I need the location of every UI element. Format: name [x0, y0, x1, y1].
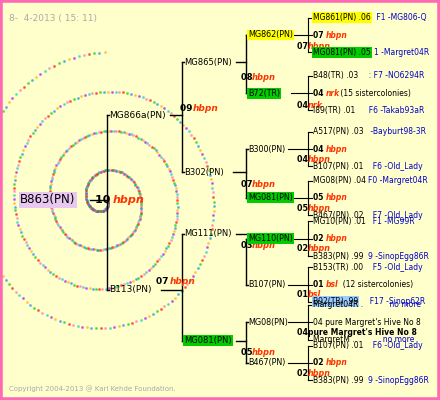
- Text: 02: 02: [297, 369, 311, 378]
- Text: pure Margret's Hive No 8: pure Margret's Hive No 8: [308, 328, 416, 337]
- Text: 05: 05: [297, 204, 311, 213]
- Text: 09: 09: [180, 104, 195, 113]
- Text: B113(PN): B113(PN): [110, 285, 152, 294]
- Text: Copyright 2004-2013 @ Karl Kehde Foundation.: Copyright 2004-2013 @ Karl Kehde Foundat…: [9, 386, 176, 392]
- Text: 07: 07: [241, 180, 255, 189]
- Text: hbpn: hbpn: [326, 358, 348, 368]
- Text: 01: 01: [297, 290, 311, 299]
- Text: MG865(PN): MG865(PN): [184, 58, 232, 67]
- Text: 05: 05: [313, 194, 326, 202]
- Text: 04: 04: [297, 155, 311, 164]
- Text: : F7 -NO6294R: : F7 -NO6294R: [364, 71, 424, 80]
- Text: B383(PN) .99: B383(PN) .99: [313, 376, 363, 385]
- Text: -Bayburt98-3R: -Bayburt98-3R: [368, 127, 426, 136]
- Text: 03: 03: [241, 241, 255, 250]
- Text: bsl: bsl: [308, 290, 321, 299]
- Text: hbpn: hbpn: [112, 195, 144, 205]
- Text: hbpn: hbpn: [169, 277, 195, 286]
- Text: 04: 04: [297, 328, 311, 337]
- Text: hbpn: hbpn: [326, 30, 348, 40]
- Text: (12 sistercolonies): (12 sistercolonies): [337, 280, 413, 289]
- Text: hbpn: hbpn: [193, 104, 219, 113]
- Text: hbpn: hbpn: [252, 73, 276, 82]
- Text: B153(TR) .00: B153(TR) .00: [313, 263, 363, 272]
- Text: F6 -Old_Lady: F6 -Old_Lady: [368, 162, 423, 171]
- Text: Margret04R .: Margret04R .: [313, 300, 363, 310]
- Text: 04 pure Margret's Hive No 8: 04 pure Margret's Hive No 8: [313, 318, 421, 327]
- Text: hbpn: hbpn: [308, 244, 330, 253]
- Text: MG862(PN): MG862(PN): [248, 30, 293, 40]
- Text: MG110(PN): MG110(PN): [248, 234, 293, 243]
- Text: 9 -SinopEgg86R: 9 -SinopEgg86R: [368, 252, 429, 260]
- Text: 02: 02: [313, 234, 326, 243]
- Text: MG081(PN): MG081(PN): [248, 194, 293, 202]
- Text: 08: 08: [241, 73, 255, 82]
- Text: B467(PN): B467(PN): [248, 358, 286, 368]
- Text: F1 -MG806-Q: F1 -MG806-Q: [374, 13, 426, 22]
- Text: hbpn: hbpn: [252, 241, 276, 250]
- Text: B300(PN): B300(PN): [248, 144, 286, 154]
- Text: 07: 07: [313, 30, 326, 40]
- Text: B302(PN): B302(PN): [184, 168, 224, 177]
- Text: A517(PN) .03: A517(PN) .03: [313, 127, 364, 136]
- Text: hbpn: hbpn: [326, 194, 348, 202]
- Text: hbpn: hbpn: [308, 369, 330, 378]
- Text: F6 -Old_Lady: F6 -Old_Lady: [368, 341, 423, 350]
- Text: 9 -SinopEgg86R: 9 -SinopEgg86R: [368, 376, 429, 385]
- Text: MG111(PN): MG111(PN): [184, 229, 232, 238]
- Text: 02: 02: [297, 244, 311, 253]
- Text: hbpn: hbpn: [326, 234, 348, 243]
- Text: MG866a(PN): MG866a(PN): [110, 111, 166, 120]
- Text: 8-  4-2013 ( 15: 11): 8- 4-2013 ( 15: 11): [9, 14, 97, 23]
- Text: MG08(PN) .04: MG08(PN) .04: [313, 176, 366, 185]
- Text: MargretM .: MargretM .: [313, 335, 355, 344]
- Text: B107(PN) .01: B107(PN) .01: [313, 341, 363, 350]
- Text: MG081(PN) .05: MG081(PN) .05: [313, 48, 371, 57]
- Text: B107(PN) .01: B107(PN) .01: [313, 162, 363, 171]
- Text: no more: no more: [359, 335, 414, 344]
- Text: F1 -MG99R: F1 -MG99R: [368, 217, 415, 226]
- Text: 01: 01: [313, 280, 326, 289]
- Text: 02: 02: [313, 358, 326, 368]
- Text: MG10(PN) .01: MG10(PN) .01: [313, 217, 366, 226]
- Text: 07: 07: [297, 42, 311, 51]
- Text: B72(TR): B72(TR): [248, 88, 280, 98]
- Text: B92(TR) .99: B92(TR) .99: [313, 297, 359, 306]
- Text: 05: 05: [241, 348, 255, 357]
- Text: MG861(PN) .06: MG861(PN) .06: [313, 13, 371, 22]
- Text: hbpn: hbpn: [308, 42, 330, 51]
- Text: F7 -Old_Lady: F7 -Old_Lady: [368, 211, 423, 220]
- Text: hbpn: hbpn: [326, 144, 348, 154]
- Text: 04: 04: [313, 144, 326, 154]
- Text: hbpn: hbpn: [252, 348, 276, 357]
- Text: 1 -Margret04R: 1 -Margret04R: [374, 48, 429, 57]
- Text: B107(PN): B107(PN): [248, 280, 286, 289]
- Text: B383(PN) .99: B383(PN) .99: [313, 252, 363, 260]
- Text: hbpn: hbpn: [308, 204, 330, 213]
- Text: I89(TR) .01: I89(TR) .01: [313, 106, 356, 115]
- Text: 07: 07: [156, 277, 172, 286]
- Text: hbpn: hbpn: [308, 155, 330, 164]
- Text: F17 -Sinop62R: F17 -Sinop62R: [365, 297, 425, 306]
- Text: hbpn: hbpn: [252, 180, 276, 189]
- Text: 04: 04: [313, 88, 326, 98]
- Text: nrk: nrk: [326, 88, 340, 98]
- Text: MG08(PN): MG08(PN): [248, 318, 288, 327]
- Text: B467(PN) .02: B467(PN) .02: [313, 211, 363, 220]
- Text: B48(TR) .03: B48(TR) .03: [313, 71, 359, 80]
- Text: F0 -Margret04R: F0 -Margret04R: [368, 176, 428, 185]
- Text: no more: no more: [368, 300, 421, 310]
- Text: F6 -Takab93aR: F6 -Takab93aR: [364, 106, 424, 115]
- Text: 10: 10: [95, 195, 114, 205]
- Text: F5 -Old_Lady: F5 -Old_Lady: [368, 263, 423, 272]
- Text: 04: 04: [297, 101, 311, 110]
- Text: nrk: nrk: [308, 101, 323, 110]
- Text: B863(PN): B863(PN): [20, 194, 76, 206]
- Text: MG081(PN): MG081(PN): [184, 336, 232, 345]
- Text: bsl: bsl: [326, 280, 338, 289]
- Text: (15 sistercolonies): (15 sistercolonies): [337, 88, 411, 98]
